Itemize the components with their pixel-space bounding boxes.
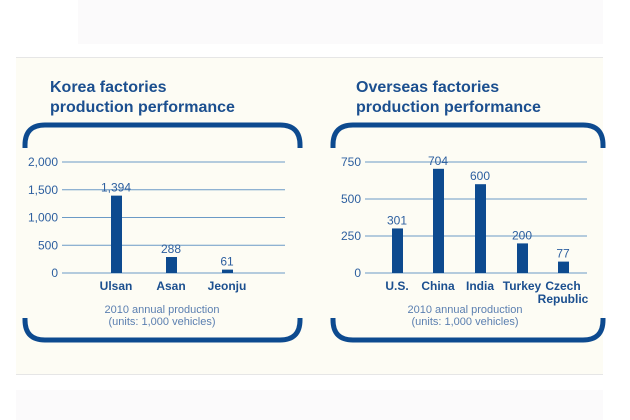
- bottom-band: [16, 390, 603, 420]
- x-tick-label: Czech Republic: [538, 279, 589, 306]
- x-tick-label: U.S.: [385, 279, 408, 293]
- bar-turkey: [517, 243, 528, 273]
- data-label: 600: [470, 169, 490, 183]
- chart-caption: 2010 annual production: [105, 304, 220, 316]
- y-tick-label: 250: [341, 229, 361, 243]
- data-label: 77: [556, 247, 570, 261]
- data-label: 288: [161, 242, 181, 256]
- chart-caption: (units: 1,000 vehicles): [109, 316, 216, 328]
- bar-india: [475, 184, 486, 273]
- chart-caption: 2010 annual production: [408, 304, 523, 316]
- bar-asan: [166, 257, 177, 273]
- x-tick-label: Ulsan: [100, 279, 133, 293]
- x-tick-label: Turkey: [503, 279, 542, 293]
- x-tick-label: India: [466, 279, 494, 293]
- y-tick-label: 0: [51, 266, 58, 280]
- chart-title: Korea factories: [50, 79, 167, 96]
- chart-caption: (units: 1,000 vehicles): [412, 316, 519, 328]
- frame-bottom-bracket: [22, 318, 303, 343]
- data-label: 301: [387, 213, 407, 227]
- frame-top-bracket: [330, 122, 606, 148]
- bar-ulsan: [111, 195, 122, 273]
- y-tick-label: 500: [38, 238, 58, 252]
- bar-jeonju: [222, 269, 233, 273]
- chart-title: production performance: [356, 99, 541, 116]
- data-label: 704: [428, 154, 448, 168]
- data-label: 1,394: [101, 181, 131, 195]
- y-tick-label: 500: [341, 192, 361, 206]
- x-tick-label: China: [421, 279, 455, 293]
- data-label: 61: [220, 255, 234, 269]
- y-tick-label: 2,000: [28, 155, 58, 169]
- x-tick-label: Asan: [156, 279, 185, 293]
- bar-u-s-: [392, 228, 403, 273]
- bar-czech-republic: [558, 261, 569, 273]
- frame-bottom-bracket: [330, 318, 606, 343]
- bar-china: [433, 168, 444, 273]
- top-band: [78, 0, 603, 44]
- x-tick-label: Jeonju: [208, 279, 247, 293]
- data-label: 200: [512, 228, 532, 242]
- frame-top-bracket: [22, 122, 303, 148]
- y-tick-label: 0: [354, 266, 361, 280]
- chart-title: production performance: [50, 99, 235, 116]
- y-tick-label: 750: [341, 155, 361, 169]
- chart-title: Overseas factories: [356, 79, 499, 96]
- y-tick-label: 1,500: [28, 183, 58, 197]
- y-tick-label: 1,000: [28, 211, 58, 225]
